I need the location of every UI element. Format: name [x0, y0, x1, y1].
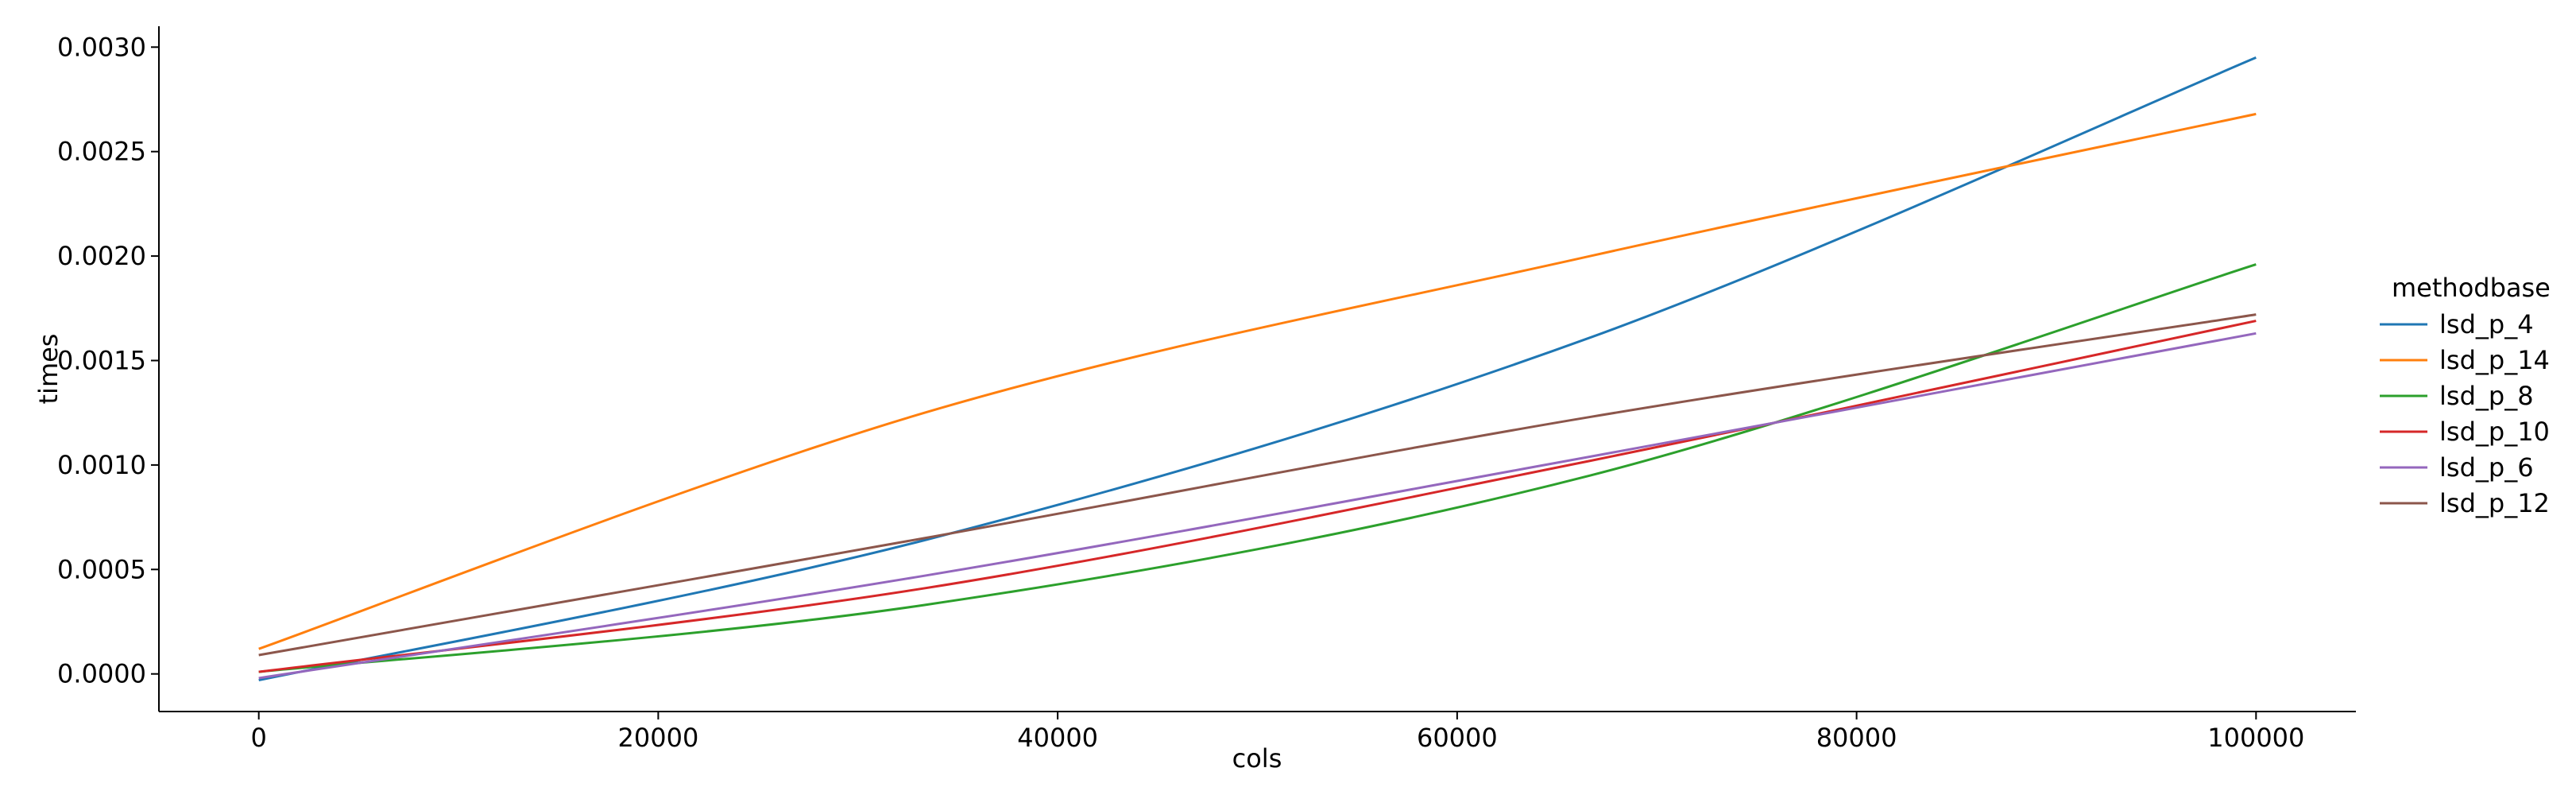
- legend-items: lsd_p_4 lsd_p_14 lsd_p_8 lsd_p_10 lsd_p_6lsd…: [2380, 309, 2550, 518]
- y-tick-label: 0.0020: [57, 241, 146, 271]
- x-ticks: 0 20000 40000 60000 80000 100000: [251, 712, 2304, 753]
- series-line-lsd-p-10: [258, 320, 2257, 673]
- x-axis-label: cols: [1232, 743, 1282, 774]
- series-line-lsd-p-4: [258, 56, 2257, 682]
- y-tick-label: 0.0025: [57, 137, 146, 167]
- series-lines: [258, 56, 2257, 682]
- x-tick-label: 60000: [1417, 723, 1498, 753]
- y-tick-label: 0.0000: [57, 659, 146, 689]
- x-tick-label: 100000: [2207, 723, 2304, 753]
- y-tick-label: 0.0015: [57, 345, 146, 375]
- legend-label: lsd_p_14: [2439, 345, 2550, 375]
- legend-label: lsd_p_6: [2439, 452, 2534, 483]
- series-line-lsd-p-8: [258, 263, 2257, 673]
- series-line-lsd-p-12: [258, 313, 2257, 657]
- series-line-lsd-p-6: [258, 332, 2257, 680]
- y-tick-label: 0.0005: [57, 554, 146, 584]
- legend-label: lsd_p_4: [2439, 309, 2534, 339]
- x-tick-label: 20000: [618, 723, 699, 753]
- x-tick-label: 80000: [1816, 723, 1897, 753]
- legend-label: lsd_p_8: [2439, 381, 2534, 411]
- legend: methodbase lsd_p_4 lsd_p_14 lsd_p_8 lsd_p_1…: [2380, 273, 2551, 518]
- y-axis-label: times: [33, 334, 64, 405]
- x-tick-label: 0: [251, 723, 267, 753]
- series-line-lsd-p-14: [258, 112, 2257, 650]
- legend-title: methodbase: [2392, 273, 2551, 303]
- legend-label: lsd_p_12: [2439, 488, 2550, 518]
- y-ticks: 0.0000 0.0005 0.0010 0.0015 0.0020 0.0025 0.00…: [57, 32, 159, 689]
- y-tick-label: 0.0030: [57, 32, 146, 62]
- y-tick-label: 0.0010: [57, 450, 146, 480]
- legend-label: lsd_p_10: [2439, 417, 2550, 447]
- axes: [158, 26, 2356, 712]
- x-tick-label: 40000: [1017, 723, 1098, 753]
